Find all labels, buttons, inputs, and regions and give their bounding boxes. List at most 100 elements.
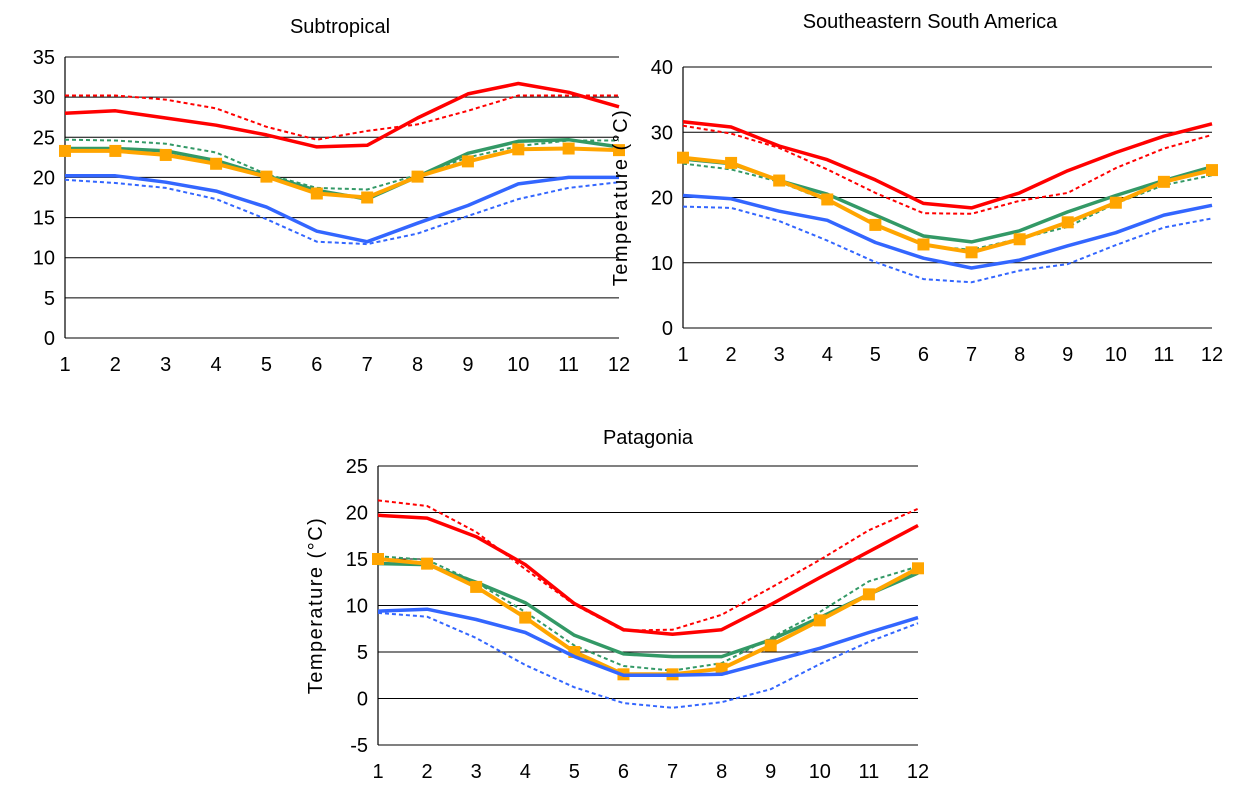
x-tick-label: 8 xyxy=(716,761,727,783)
x-tick-label: 9 xyxy=(765,761,776,783)
x-tick-label: 5 xyxy=(569,761,580,783)
y-tick-label: 35 xyxy=(33,47,55,69)
y-tick-label: 25 xyxy=(33,127,55,149)
data-point-marker xyxy=(1206,164,1218,177)
y-tick-label: 30 xyxy=(651,122,673,144)
data-point-marker xyxy=(470,580,483,593)
x-tick-label: 3 xyxy=(471,761,482,783)
y-tick-label: 20 xyxy=(33,167,55,189)
data-point-marker xyxy=(411,170,424,183)
x-tick-label: 11 xyxy=(558,354,579,376)
data-point-marker xyxy=(869,218,882,231)
y-tick-label: 20 xyxy=(651,188,673,210)
series-line-7 xyxy=(64,178,620,246)
x-tick-label: 6 xyxy=(311,354,322,376)
series-line-4 xyxy=(377,555,919,672)
series-line-6 xyxy=(682,193,1213,270)
x-tick-label: 3 xyxy=(774,344,785,366)
data-point-marker xyxy=(1061,216,1074,229)
y-tick-label: 15 xyxy=(33,208,55,230)
series-line-3 xyxy=(682,157,1213,244)
y-tick-label: 0 xyxy=(357,689,368,711)
x-tick-label: 7 xyxy=(362,354,373,376)
x-tick-label: 9 xyxy=(1062,344,1073,366)
series-line-7 xyxy=(682,205,1213,284)
x-tick-label: 11 xyxy=(859,761,880,783)
data-point-marker xyxy=(361,191,374,204)
data-point-marker xyxy=(725,156,738,169)
data-point-marker xyxy=(210,157,223,170)
x-tick-label: 10 xyxy=(507,354,529,376)
x-tick-label: 6 xyxy=(618,761,629,783)
series-line-7 xyxy=(377,611,919,709)
data-point-marker xyxy=(813,614,826,627)
data-point-marker xyxy=(764,639,777,652)
data-point-marker xyxy=(59,144,71,157)
x-tick-label: 4 xyxy=(211,354,222,376)
x-tick-label: 5 xyxy=(261,354,272,376)
data-point-marker xyxy=(512,143,525,156)
chart-title: Subtropical xyxy=(290,16,390,38)
data-point-marker xyxy=(421,557,434,570)
y-tick-label: 5 xyxy=(357,642,368,664)
data-point-marker xyxy=(260,170,273,183)
series-line-1 xyxy=(64,81,620,149)
series-line-2 xyxy=(377,499,919,632)
x-tick-label: 8 xyxy=(1014,344,1025,366)
series-line-2 xyxy=(65,94,619,141)
x-tick-label: 12 xyxy=(1201,344,1223,366)
y-tick-label: 30 xyxy=(33,87,55,109)
x-tick-label: 10 xyxy=(809,761,831,783)
y-tick-label: 10 xyxy=(346,596,368,618)
y-tick-label: 20 xyxy=(346,503,368,525)
series-line-5 xyxy=(65,146,620,200)
y-tick-label: 5 xyxy=(44,288,55,310)
x-tick-label: 7 xyxy=(966,344,977,366)
x-tick-label: 9 xyxy=(462,354,473,376)
data-point-marker xyxy=(917,238,930,251)
y-tick-label: 40 xyxy=(651,57,673,79)
y-tick-label: 15 xyxy=(346,549,368,571)
x-tick-label: 12 xyxy=(907,761,929,783)
data-point-marker xyxy=(773,174,786,187)
x-tick-label: 11 xyxy=(1154,344,1175,366)
x-tick-label: 10 xyxy=(1105,344,1127,366)
series-line-5 xyxy=(682,155,1213,255)
x-tick-label: 1 xyxy=(677,344,688,366)
y-tick-label: 10 xyxy=(33,248,55,270)
data-point-marker xyxy=(310,187,323,200)
data-point-marker xyxy=(1157,175,1170,188)
data-point-marker xyxy=(109,144,122,157)
y-axis-label: Temperature (°C) xyxy=(305,517,327,695)
data-point-marker xyxy=(613,144,625,157)
x-tick-label: 7 xyxy=(667,761,678,783)
y-tick-label: 0 xyxy=(662,318,673,340)
x-tick-label: 5 xyxy=(870,344,881,366)
x-tick-label: 1 xyxy=(59,354,70,376)
data-point-marker xyxy=(821,193,834,206)
series-line-6 xyxy=(377,607,919,678)
data-point-marker xyxy=(965,246,978,259)
x-tick-label: 3 xyxy=(160,354,171,376)
data-point-marker xyxy=(562,142,575,155)
chart-title: Patagonia xyxy=(603,427,694,449)
x-tick-label: 2 xyxy=(726,344,737,366)
y-tick-label: 25 xyxy=(346,456,368,478)
x-tick-label: 2 xyxy=(422,761,433,783)
data-point-marker xyxy=(1013,233,1026,246)
x-tick-label: 4 xyxy=(822,344,833,366)
y-axis-label: Temperature (°C) xyxy=(610,109,632,287)
x-tick-label: 1 xyxy=(372,761,383,783)
data-point-marker xyxy=(372,553,384,565)
data-point-marker xyxy=(677,151,689,164)
data-point-marker xyxy=(862,588,875,601)
series-line-6 xyxy=(65,174,619,244)
x-tick-label: 8 xyxy=(412,354,423,376)
x-tick-label: 2 xyxy=(110,354,121,376)
y-tick-label: -5 xyxy=(350,735,368,757)
data-point-marker xyxy=(159,148,172,161)
data-point-marker xyxy=(912,562,924,575)
